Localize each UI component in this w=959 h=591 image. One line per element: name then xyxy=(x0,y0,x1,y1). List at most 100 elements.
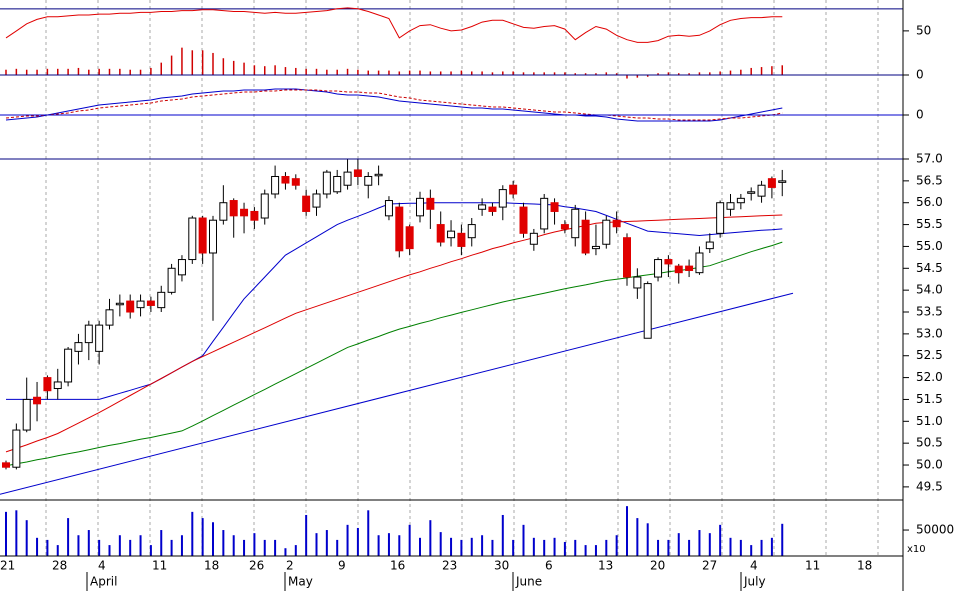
candle-body xyxy=(250,210,259,221)
y-tick-label: 54.5 xyxy=(916,261,943,275)
volume-bar xyxy=(584,545,587,556)
candle-body xyxy=(478,204,487,210)
volume-bar xyxy=(387,533,390,556)
volume-bar xyxy=(688,539,691,556)
volume-bar xyxy=(615,535,618,556)
indicator-line xyxy=(5,88,783,122)
volume-bar xyxy=(760,539,763,556)
candle-body xyxy=(209,219,217,254)
candle-body xyxy=(736,197,745,204)
x-tick-label: 11 xyxy=(152,559,167,573)
month-label: April xyxy=(90,575,117,589)
candle-body xyxy=(426,197,435,210)
volume-bar xyxy=(750,545,753,556)
volume-bar xyxy=(450,537,453,556)
y-tick-label: 51.0 xyxy=(916,414,943,428)
volume-bar xyxy=(170,539,173,556)
volume-bar xyxy=(408,524,411,556)
candle-body xyxy=(767,178,776,188)
volume-bar xyxy=(149,545,152,556)
candle-body xyxy=(591,245,600,250)
volume-bar xyxy=(398,535,401,556)
volume-bar xyxy=(263,539,266,556)
candle-body xyxy=(436,224,445,243)
volume-bar xyxy=(46,539,49,556)
volume-bar xyxy=(532,537,535,556)
candle-body xyxy=(322,171,331,195)
volume-multiplier: x10 xyxy=(907,544,926,555)
candle-body xyxy=(353,169,362,177)
volume-bar xyxy=(5,511,7,556)
volume-bar xyxy=(232,535,235,556)
candle-body xyxy=(291,178,300,186)
candle-body xyxy=(229,200,238,217)
volume-bar xyxy=(336,539,339,556)
volume-bar xyxy=(719,524,722,556)
candle-body xyxy=(53,381,62,390)
indicator-line xyxy=(5,7,783,43)
candle-body xyxy=(416,197,424,217)
y-tick-label: 0 xyxy=(916,108,924,122)
candle-body xyxy=(302,195,311,212)
volume-bar xyxy=(139,535,142,556)
trend-line xyxy=(0,292,794,495)
volume-bar xyxy=(770,537,773,556)
x-tick-label: 16 xyxy=(390,559,405,573)
x-tick-label: 26 xyxy=(249,559,264,573)
volume-bar xyxy=(439,532,442,556)
volume-bar xyxy=(512,539,515,556)
volume-bar xyxy=(222,530,225,556)
x-tick-label: 18 xyxy=(857,559,872,573)
volume-bar xyxy=(201,518,204,556)
candle-body xyxy=(198,217,207,254)
candle-body xyxy=(2,462,10,468)
candle-body xyxy=(395,206,404,252)
volume-bar xyxy=(15,510,18,556)
volume-bar xyxy=(356,527,359,556)
y-tick-label: 51.5 xyxy=(916,392,943,406)
y-tick-label: 50.5 xyxy=(916,436,943,450)
volume-bar xyxy=(294,545,297,556)
volume-bar xyxy=(563,541,566,556)
y-tick-label: 55.0 xyxy=(916,239,943,253)
candle-body xyxy=(602,219,611,245)
candle-body xyxy=(643,283,652,339)
candle-body xyxy=(260,193,269,219)
y-tick-label: 55.5 xyxy=(916,217,943,231)
y-tick-label: 50.0 xyxy=(916,458,943,472)
volume-bar xyxy=(77,535,80,556)
x-tick-label: 28 xyxy=(52,559,67,573)
candle-body xyxy=(705,241,714,250)
volume-bar xyxy=(325,530,328,556)
candle-body xyxy=(498,189,507,208)
month-label: June xyxy=(515,575,542,589)
candle-body xyxy=(64,348,73,383)
x-tick-label: 4 xyxy=(98,559,106,573)
candle-body xyxy=(12,429,21,468)
candle-body xyxy=(333,175,342,193)
volume-bar xyxy=(739,539,742,556)
volume-bar xyxy=(636,518,639,556)
y-tick-label: 56.0 xyxy=(916,195,943,209)
volume-bar xyxy=(315,533,318,556)
candle-body xyxy=(571,208,580,239)
volume-bar xyxy=(36,537,39,556)
y-tick-label: 53.0 xyxy=(916,326,943,340)
candle-body xyxy=(43,377,52,392)
candle-body xyxy=(146,300,155,306)
candle-body xyxy=(674,265,683,274)
candle-body xyxy=(312,193,321,208)
volume-bar xyxy=(460,539,463,556)
candle-body xyxy=(529,232,538,245)
volume-bar xyxy=(481,535,484,556)
y-tick-label: 50 xyxy=(916,23,931,37)
candle-body xyxy=(447,230,456,239)
candle-body xyxy=(105,309,114,326)
volume-bar xyxy=(98,539,101,556)
volume-bar xyxy=(25,520,28,556)
candle-body xyxy=(612,219,621,228)
y-tick-label: 52.0 xyxy=(916,370,943,384)
candle-body xyxy=(467,224,476,239)
volume-bar xyxy=(129,539,132,556)
x-tick-label: 23 xyxy=(442,559,457,573)
